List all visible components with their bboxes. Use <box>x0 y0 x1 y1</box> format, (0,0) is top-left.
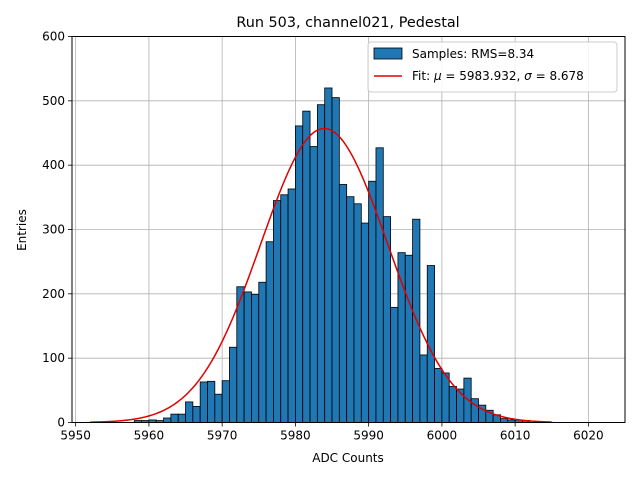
y-axis-label: Entries <box>15 209 29 251</box>
legend-box <box>367 41 618 93</box>
legend-samples-label: Samples: RMS=8.34 <box>412 47 534 61</box>
y-tick-label: 200 <box>42 287 65 301</box>
x-tick-label: 5990 <box>353 429 384 443</box>
histogram-bar <box>192 406 201 423</box>
y-tick-label: 500 <box>42 94 65 108</box>
histogram-bar <box>199 381 208 423</box>
legend-fit-sigma-value: = 8.678 <box>532 69 584 83</box>
histogram-bar <box>163 417 172 423</box>
legend-fit-mu-symbol: μ <box>433 69 442 83</box>
histogram-bar <box>368 180 377 423</box>
histogram-bar <box>316 104 326 423</box>
legend-fit-prefix: Fit: <box>412 69 434 83</box>
x-tick-label: 5960 <box>134 429 165 443</box>
histogram-bar <box>214 393 223 423</box>
histogram-bar <box>302 110 311 423</box>
histogram-bar <box>280 194 289 423</box>
histogram-bar <box>441 372 450 423</box>
histogram-bar <box>375 147 384 423</box>
histogram-bar <box>243 291 252 423</box>
histogram-bar <box>177 413 186 423</box>
histogram-bar <box>331 97 340 423</box>
histogram-bar <box>448 386 457 423</box>
legend-fit-label: Fit: μ = 5983.932, σ = 8.678 <box>412 69 584 83</box>
x-tick-label: 6020 <box>573 429 604 443</box>
histogram-bar <box>207 380 216 423</box>
chart-title: Run 503, channel021, Pedestal <box>236 15 459 31</box>
histogram-bar <box>258 281 267 423</box>
histogram-bar <box>229 346 238 423</box>
legend-fit-mu-value: = 5983.932, <box>442 69 525 83</box>
histogram-bar <box>390 306 399 423</box>
histogram-bar <box>273 200 282 423</box>
histogram-bar <box>251 294 260 423</box>
histogram-bar <box>324 87 333 423</box>
histogram-bar <box>338 184 348 423</box>
histogram-bar <box>309 146 318 423</box>
legend: Samples: RMS=8.34 Fit: μ = 5983.932, σ =… <box>367 41 618 93</box>
histogram-bar <box>294 125 304 423</box>
x-tick-label: 5970 <box>207 429 238 443</box>
x-axis-label: ADC Counts <box>312 451 384 465</box>
histogram-bar <box>404 254 413 423</box>
y-tick-label: 300 <box>42 223 65 237</box>
histogram-bar <box>360 222 370 423</box>
histogram-bar <box>185 401 194 423</box>
histogram-bar <box>221 380 230 423</box>
x-tick-label: 6010 <box>500 429 531 443</box>
histogram-bar <box>287 188 296 423</box>
y-tick-label: 0 <box>57 416 65 430</box>
legend-samples-swatch <box>373 47 403 60</box>
x-tick-label: 5950 <box>60 429 91 443</box>
x-tick-label: 5980 <box>280 429 311 443</box>
y-tick-label: 100 <box>42 351 65 365</box>
histogram-bar <box>353 203 362 423</box>
histogram-bar <box>434 368 443 423</box>
x-axis-ticks: 5950 5960 5970 5980 5990 6000 6010 6020 <box>60 422 604 443</box>
gaussian-fit-curve <box>90 127 552 423</box>
histogram-bar <box>397 252 406 423</box>
legend-fit-sigma-symbol: σ <box>524 69 532 83</box>
y-tick-label: 600 <box>42 30 65 44</box>
x-tick-label: 6000 <box>427 429 458 443</box>
y-tick-label: 400 <box>42 158 65 172</box>
histogram-bar <box>419 354 428 423</box>
histogram-bar <box>265 241 274 423</box>
y-axis-ticks: 0 100 200 300 400 500 600 <box>42 30 72 430</box>
histogram-bar <box>456 388 465 423</box>
histogram-bar <box>346 196 355 423</box>
histogram-bar <box>170 413 179 423</box>
histogram-bar <box>500 418 509 423</box>
